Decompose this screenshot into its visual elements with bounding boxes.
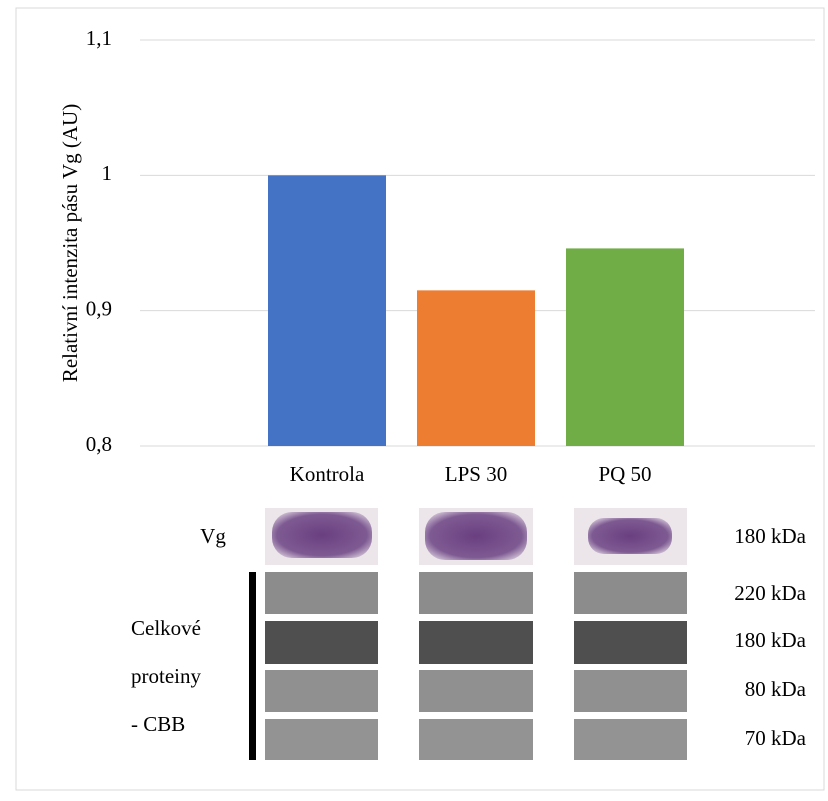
cbb-lane — [574, 719, 687, 760]
x-tick-label: LPS 30 — [445, 462, 507, 486]
cbb-label: proteiny — [131, 664, 201, 688]
size-label: 180 kDa — [734, 628, 806, 652]
cbb-lane — [574, 621, 687, 664]
y-tick-label: 0,9 — [86, 296, 112, 320]
cbb-lane — [574, 572, 687, 614]
x-tick-label: Kontrola — [290, 462, 365, 486]
y-axis-title: Relativní intenzita pásu Vg (AU) — [58, 104, 82, 382]
y-tick-label: 1,1 — [86, 26, 112, 50]
size-label: 220 kDa — [734, 581, 806, 605]
vg-band — [272, 512, 372, 558]
cbb-lane — [419, 572, 533, 614]
vg-band — [588, 518, 672, 554]
cbb-lane — [265, 719, 378, 760]
cbb-lane — [419, 719, 533, 760]
size-label: 80 kDa — [745, 677, 807, 701]
cbb-lane — [265, 670, 378, 712]
cbb-lane — [265, 572, 378, 614]
cbb-lane — [419, 621, 533, 664]
y-tick-label: 0,8 — [86, 432, 112, 456]
bar — [417, 290, 535, 446]
vg-label: Vg — [200, 524, 226, 548]
vg-band — [425, 512, 527, 560]
cbb-lane — [419, 670, 533, 712]
size-label: 180 kDa — [734, 524, 806, 548]
bracket — [249, 572, 256, 760]
y-tick-label: 1 — [102, 161, 113, 185]
cbb-lane — [265, 621, 378, 664]
blot: Vg 180 kDa — [200, 508, 807, 760]
x-tick-label: PQ 50 — [598, 462, 651, 486]
cbb-lane — [574, 670, 687, 712]
cbb-lanes — [265, 572, 687, 760]
size-label: 70 kDa — [745, 726, 807, 750]
cbb-label: - CBB — [131, 712, 185, 736]
bar — [566, 248, 684, 446]
cbb-label: Celkové — [131, 616, 201, 640]
bar — [268, 175, 386, 447]
